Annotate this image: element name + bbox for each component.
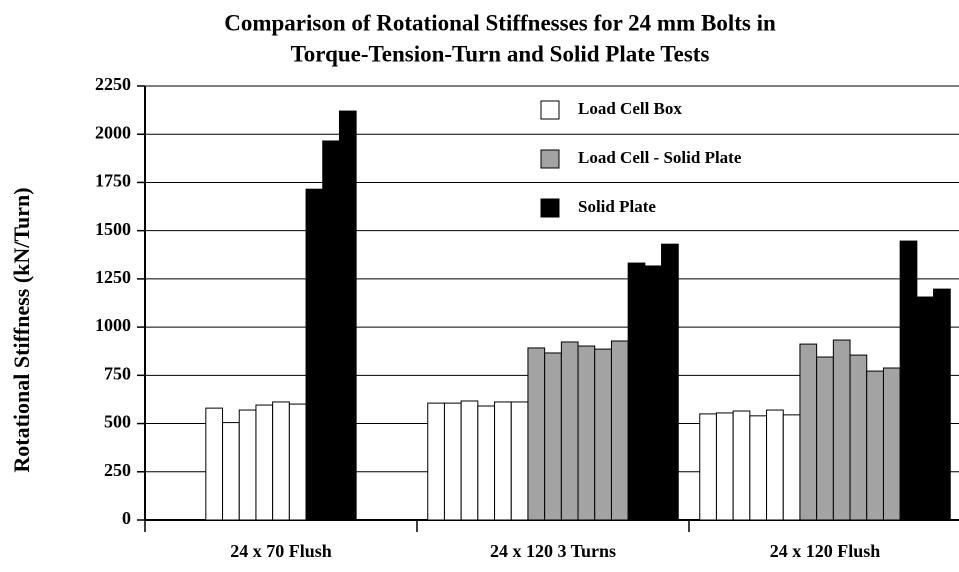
y-tick-label: 1750 xyxy=(95,171,131,191)
y-tick-label: 1500 xyxy=(95,219,131,239)
legend-swatch xyxy=(540,198,560,218)
x-tick-label: 24 x 120 Flush xyxy=(770,541,881,561)
bar xyxy=(222,422,240,521)
bar xyxy=(699,413,717,521)
bar xyxy=(916,296,935,521)
bar xyxy=(644,265,663,521)
bar xyxy=(627,262,646,521)
bar xyxy=(272,401,290,521)
x-tick-label: 24 x 120 3 Turns xyxy=(490,541,616,561)
bar xyxy=(661,243,679,521)
bar xyxy=(766,409,784,521)
bar xyxy=(799,343,818,521)
bar xyxy=(460,400,479,521)
bar xyxy=(832,339,851,521)
legend-swatch xyxy=(540,100,560,120)
legend-label: Solid Plate xyxy=(578,197,656,216)
bar xyxy=(477,405,496,521)
bar xyxy=(527,347,546,521)
bar xyxy=(205,407,224,521)
y-tick-label: 1250 xyxy=(95,267,131,287)
bar xyxy=(443,402,462,521)
bar xyxy=(544,352,562,521)
legend-label: Load Cell - Solid Plate xyxy=(578,148,742,167)
bar xyxy=(322,140,340,521)
bar xyxy=(866,370,884,521)
bar xyxy=(782,414,801,521)
bar xyxy=(849,354,868,521)
legend-swatch xyxy=(540,149,560,169)
y-tick-label: 2000 xyxy=(95,122,131,142)
y-tick-label: 2250 xyxy=(95,74,131,94)
bar xyxy=(816,356,834,521)
bar xyxy=(427,402,445,521)
bar xyxy=(305,188,324,521)
y-tick-label: 750 xyxy=(104,363,131,383)
y-axis-label: Rotational Stiffness (kN/Turn) xyxy=(9,187,34,472)
y-tick-label: 500 xyxy=(104,412,131,432)
bar xyxy=(288,403,307,521)
y-tick-label: 1000 xyxy=(95,315,131,335)
x-tick-label: 24 x 70 Flush xyxy=(230,541,332,561)
bar xyxy=(338,110,357,521)
bar xyxy=(560,341,579,521)
bar xyxy=(594,348,612,521)
bar xyxy=(494,401,512,521)
chart-title: Torque-Tension-Turn and Solid Plate Test… xyxy=(291,41,710,66)
bar xyxy=(882,367,901,521)
y-tick-label: 0 xyxy=(122,508,131,528)
bar xyxy=(899,240,918,521)
bar xyxy=(238,409,257,521)
bar xyxy=(255,404,274,521)
bar xyxy=(610,340,629,521)
chart-title: Comparison of Rotational Stiffnesses for… xyxy=(224,10,776,35)
bar xyxy=(749,415,768,521)
bar xyxy=(933,288,951,521)
bar xyxy=(732,410,751,521)
bar xyxy=(577,345,596,521)
bar xyxy=(510,401,529,521)
y-tick-label: 250 xyxy=(104,460,131,480)
legend-label: Load Cell Box xyxy=(578,99,682,118)
bar xyxy=(715,412,734,521)
